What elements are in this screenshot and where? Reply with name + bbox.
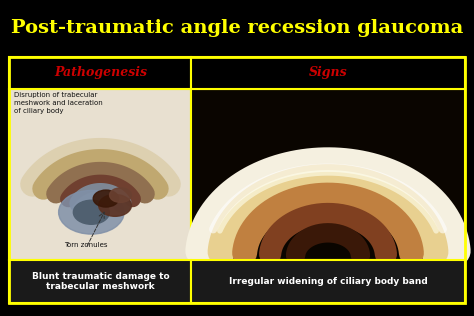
Bar	[9, 57, 465, 303]
Text: Disruption of trabecular
meshwork and laceration
of ciliary body: Disruption of trabecular meshwork and la…	[14, 92, 103, 114]
Circle shape	[73, 200, 109, 224]
Circle shape	[93, 190, 118, 207]
Bar	[191, 260, 465, 303]
Bar	[9, 260, 191, 303]
Bar	[9, 57, 191, 89]
Text: Irregular widening of ciliary body band: Irregular widening of ciliary body band	[228, 277, 428, 286]
Bar	[191, 89, 465, 260]
Bar	[191, 57, 465, 89]
Bar	[9, 89, 191, 260]
Text: Pathogenesis: Pathogenesis	[54, 66, 147, 79]
Text: Torn zonules: Torn zonules	[64, 242, 108, 248]
Text: Post-traumatic angle recession glaucoma: Post-traumatic angle recession glaucoma	[11, 20, 463, 37]
Circle shape	[109, 188, 131, 203]
Text: Blunt traumatic damage to
trabecular meshwork: Blunt traumatic damage to trabecular mes…	[32, 272, 169, 291]
Text: Signs: Signs	[309, 66, 347, 79]
Circle shape	[99, 194, 131, 216]
Circle shape	[59, 191, 124, 234]
